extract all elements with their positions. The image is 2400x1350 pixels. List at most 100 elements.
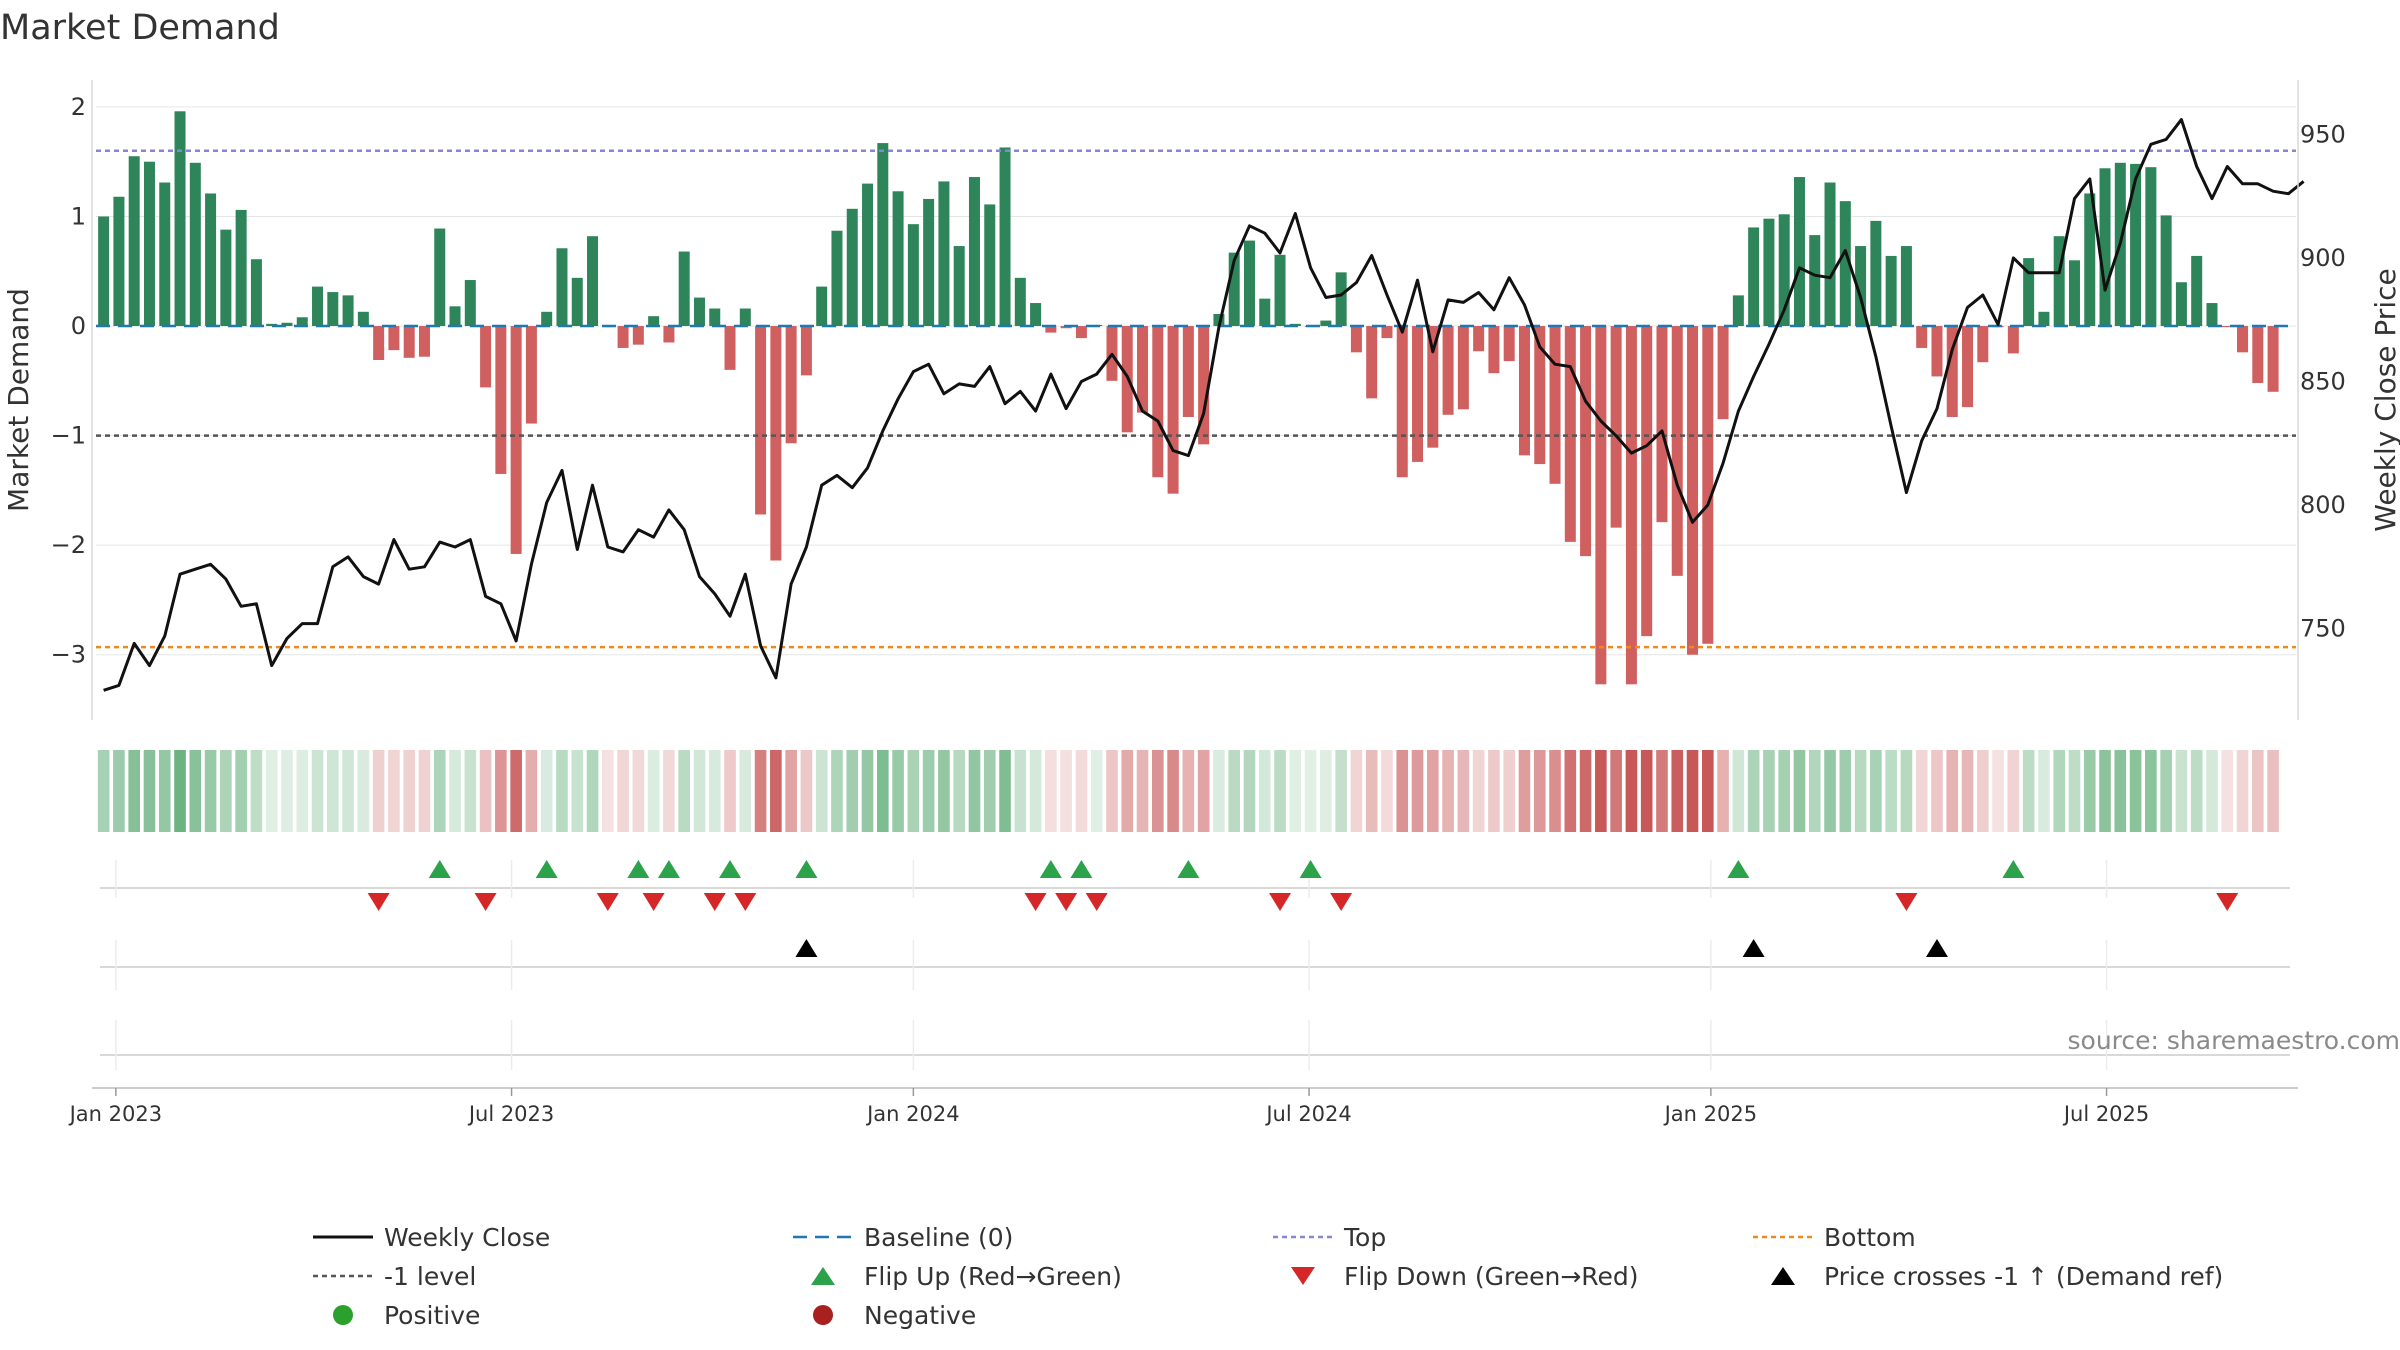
demand-bar bbox=[785, 326, 797, 444]
demand-band-cell bbox=[1808, 750, 1821, 832]
demand-band-cell bbox=[2221, 750, 2234, 832]
flip-up-marker bbox=[2002, 860, 2025, 878]
demand-band-cell bbox=[1381, 750, 1393, 832]
demand-bar bbox=[999, 147, 1011, 327]
price-cross-marker bbox=[1742, 939, 1765, 957]
demand-band-cell bbox=[800, 750, 813, 832]
demand-bar bbox=[1595, 326, 1607, 685]
demand-band-cell bbox=[1763, 750, 1775, 832]
demand-band-cell bbox=[1564, 750, 1577, 832]
demand-band-cell bbox=[327, 750, 339, 832]
demand-band-cell bbox=[1365, 750, 1378, 832]
demand-band-cell bbox=[754, 750, 767, 832]
demand-band-cell bbox=[2267, 750, 2279, 832]
demand-band-cell bbox=[1839, 750, 1852, 832]
legend-swatch-triangle bbox=[1771, 1267, 1795, 1285]
demand-bar bbox=[266, 323, 278, 327]
demand-bar bbox=[953, 246, 965, 327]
y-tick-label: 1 bbox=[71, 202, 86, 230]
demand-band-cell bbox=[1518, 750, 1531, 832]
demand-bar bbox=[2191, 255, 2203, 327]
legend-label: Flip Down (Green→Red) bbox=[1344, 1262, 1639, 1291]
demand-band-cell bbox=[953, 750, 965, 832]
demand-bar bbox=[1442, 326, 1454, 415]
flip-down-marker bbox=[1055, 893, 1078, 911]
demand-bar bbox=[1625, 326, 1637, 685]
flip-up-marker bbox=[795, 860, 818, 878]
demand-bar bbox=[98, 216, 110, 327]
y-tick-label: 0 bbox=[71, 312, 86, 340]
demand-band-cell bbox=[999, 750, 1011, 832]
demand-bars bbox=[98, 111, 2279, 685]
x-tick-label: Jan 2023 bbox=[68, 1102, 163, 1126]
demand-band-cell bbox=[1503, 750, 1515, 832]
demand-band-cell bbox=[189, 750, 202, 832]
demand-band-cell bbox=[1396, 750, 1409, 832]
demand-band-cell bbox=[938, 750, 950, 832]
flip-up-marker bbox=[627, 860, 650, 878]
demand-band-cell bbox=[1197, 750, 1210, 832]
demand-band-cell bbox=[1472, 750, 1485, 832]
flip-down-marker bbox=[642, 893, 665, 911]
demand-bar bbox=[877, 143, 889, 327]
demand-band-cell bbox=[1824, 750, 1836, 832]
demand-band-cell bbox=[220, 750, 232, 832]
demand-band-cell bbox=[1656, 750, 1668, 832]
flip-down-marker bbox=[703, 893, 726, 911]
demand-bar bbox=[159, 182, 171, 327]
flip-down-marker bbox=[1085, 893, 1108, 911]
demand-band-cell bbox=[128, 750, 140, 832]
demand-band-cell bbox=[97, 750, 110, 832]
demand-bar bbox=[571, 277, 583, 327]
demand-band-cell bbox=[724, 750, 736, 832]
demand-band-cell bbox=[2114, 750, 2127, 832]
demand-bar bbox=[663, 326, 675, 343]
demand-bar bbox=[2145, 167, 2157, 327]
demand-band-cell bbox=[342, 750, 354, 832]
demand-band-cell bbox=[1977, 750, 1989, 832]
demand-bar bbox=[418, 326, 430, 357]
demand-band-cell bbox=[1289, 750, 1302, 832]
demand-band-cell bbox=[1671, 750, 1684, 832]
demand-bar bbox=[632, 326, 644, 345]
demand-band-cell bbox=[235, 750, 247, 832]
axes: 2 1 0 −1 −2 −3 950 900 850 800 750 bbox=[51, 80, 2346, 720]
demand-band-cell bbox=[372, 750, 385, 832]
x-tick-label: Jul 2024 bbox=[1264, 1102, 1351, 1126]
demand-bar bbox=[1366, 326, 1378, 399]
demand-bar bbox=[2252, 326, 2264, 384]
demand-band-cell bbox=[1335, 750, 1347, 832]
flip-up-marker bbox=[1177, 860, 1200, 878]
demand-bar bbox=[2130, 163, 2142, 327]
demand-band-cell bbox=[2236, 750, 2249, 832]
demand-band-cell bbox=[449, 750, 461, 832]
demand-bar bbox=[1381, 326, 1393, 339]
demand-bar bbox=[2267, 326, 2279, 392]
flip-down-marker bbox=[734, 893, 757, 911]
demand-band-cell bbox=[2099, 750, 2111, 832]
demand-bar bbox=[220, 229, 232, 327]
demand-band-cell bbox=[617, 750, 629, 832]
price-cross-marker bbox=[795, 939, 818, 957]
y-tick-label: 2 bbox=[71, 93, 86, 121]
y2-tick-label: 900 bbox=[2300, 244, 2346, 272]
demand-band-cell bbox=[892, 750, 904, 832]
demand-bar bbox=[2007, 326, 2019, 354]
demand-band-cell bbox=[2206, 750, 2218, 832]
weekly-close-line bbox=[103, 118, 2305, 692]
demand-bar bbox=[2221, 326, 2233, 328]
demand-bar bbox=[1641, 326, 1653, 637]
demand-band-cell bbox=[1732, 750, 1745, 832]
demand-band-cell bbox=[586, 750, 599, 832]
legend-label: Top bbox=[1343, 1223, 1386, 1252]
signal-rows bbox=[100, 860, 2290, 1070]
demand-band-cell bbox=[1182, 750, 1195, 832]
demand-band-cell bbox=[1213, 750, 1225, 832]
demand-band-cell bbox=[1427, 750, 1439, 832]
y-tick-label: −1 bbox=[51, 422, 86, 450]
demand-bar bbox=[755, 326, 767, 515]
demand-band-cell bbox=[1320, 750, 1332, 832]
demand-bar bbox=[1274, 254, 1286, 327]
demand-band-cell bbox=[846, 750, 859, 832]
weekly-close-polyline bbox=[103, 118, 2305, 692]
